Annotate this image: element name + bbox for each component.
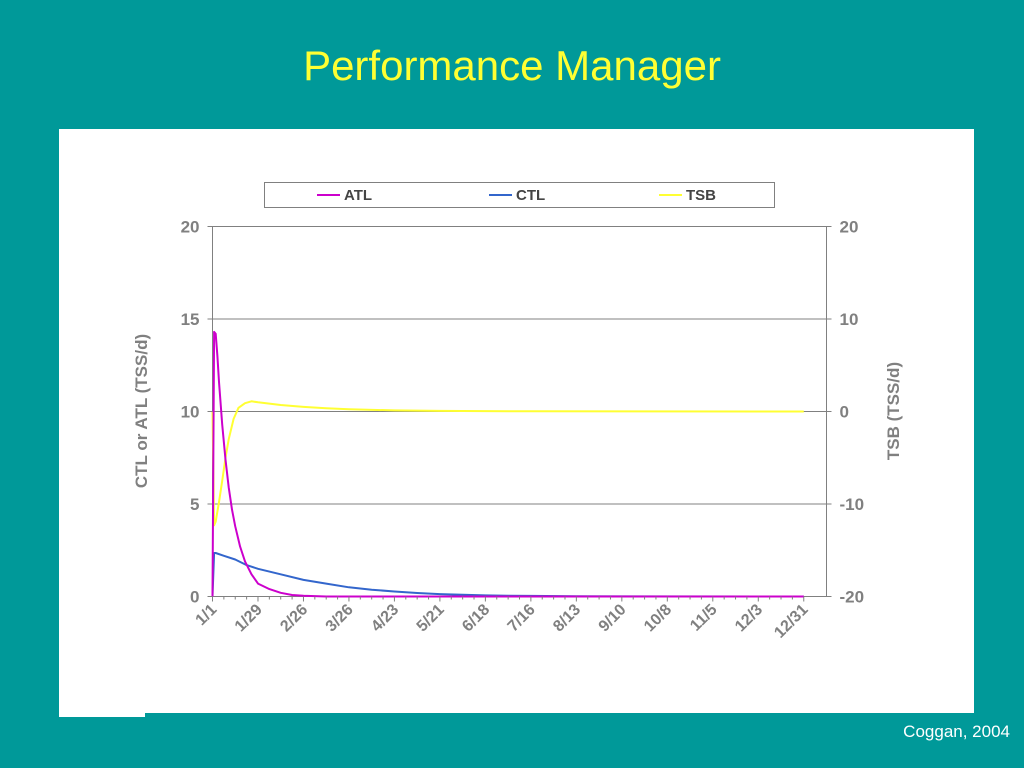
slide-credit: Coggan, 2004 (903, 722, 1010, 741)
legend-label-ctl: CTL (516, 187, 545, 204)
x-tick-label: 1/29 (232, 601, 266, 635)
series-line-ctl (211, 552, 804, 598)
chart-panel: 0 5 10 15 20 -20 -10 0 10 20 1/1 1/29 2/26 3/26 4/23 5/… (59, 129, 974, 713)
y-right-tick-label: 10 (840, 310, 859, 329)
legend-label-atl: ATL (344, 187, 372, 204)
y-left-tick-label: 15 (181, 310, 200, 329)
x-tick-label: 5/21 (414, 601, 448, 635)
x-tick-label: 6/18 (459, 601, 493, 635)
x-tick-label: 11/5 (687, 601, 720, 634)
x-tick-label: 10/8 (641, 601, 675, 635)
slide-title: Performance Manager (303, 42, 721, 89)
series-line-atl (211, 330, 804, 598)
y-left-tick-label: 0 (190, 588, 199, 607)
x-tick-label: 12/3 (732, 601, 766, 635)
y-axis-right-title: TSB (TSS/d) (884, 362, 903, 460)
y-right-tick-label: -20 (840, 588, 865, 607)
y-left-tick-label: 20 (181, 218, 200, 237)
legend-box (264, 182, 775, 208)
y-right-tick-label: -10 (840, 495, 865, 514)
y-left-tick-label: 5 (190, 495, 199, 514)
series-line-tsb (211, 400, 804, 527)
legend: ATL CTL TSB (264, 182, 775, 208)
y-right-tick-label: 20 (840, 218, 859, 237)
x-tick-label: 4/23 (368, 601, 402, 635)
y-axis-left-title: CTL or ATL (TSS/d) (132, 334, 151, 488)
x-tick-label: 7/16 (505, 601, 539, 635)
x-tick-label: 8/13 (550, 601, 584, 635)
x-tick-label: 3/26 (323, 601, 357, 635)
x-tick-label: 9/10 (596, 601, 630, 635)
y-right-tick-label: 0 (840, 403, 849, 422)
x-tick-label: 12/31 (771, 601, 811, 641)
legend-label-tsb: TSB (686, 187, 716, 204)
y-left-tick-label: 10 (181, 403, 200, 422)
x-tick-label: 2/26 (277, 601, 311, 635)
series-lines (211, 330, 804, 598)
panel-notch (59, 713, 145, 717)
